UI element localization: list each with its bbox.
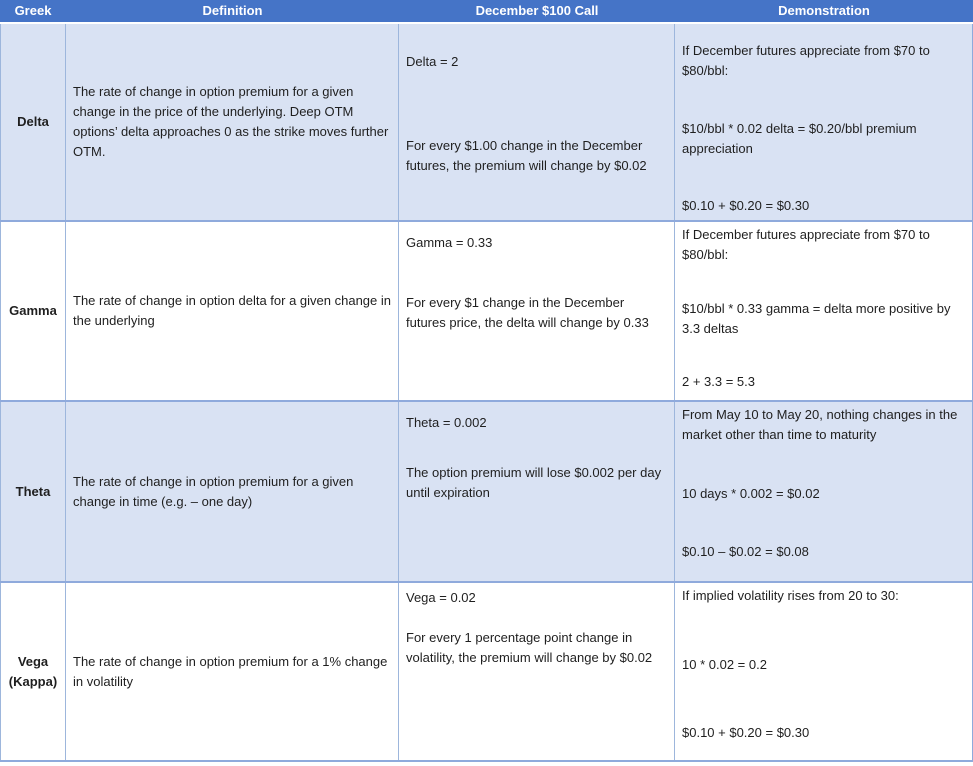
demo-scenario: If December futures appreciate from $70 … — [682, 43, 930, 78]
definition-cell: The rate of change in option premium for… — [66, 402, 399, 581]
demonstration-cell: From May 10 to May 20, nothing changes i… — [675, 402, 973, 581]
call-explanation: For every $1.00 change in the December f… — [406, 138, 647, 173]
demonstration-cell: If December futures appreciate from $70 … — [675, 24, 973, 220]
definition-cell: The rate of change in option delta for a… — [66, 222, 399, 400]
table-header-row: Greek Definition December $100 Call Demo… — [0, 0, 973, 24]
demo-scenario: From May 10 to May 20, nothing changes i… — [682, 407, 958, 442]
call-explanation: The option premium will lose $0.002 per … — [406, 465, 662, 500]
demo-calculation: 10 * 0.02 = 0.2 — [682, 656, 767, 672]
demo-result: $0.10 – $0.02 = $0.08 — [682, 544, 809, 559]
demo-calculation: $10/bbl * 0.33 gamma = delta more positi… — [682, 300, 951, 336]
table-row-delta: Delta The rate of change in option premi… — [0, 24, 973, 222]
greek-name: Delta — [0, 24, 66, 220]
header-definition: Definition — [202, 3, 263, 18]
call-cell: Delta = 2 For every $1.00 change in the … — [399, 24, 675, 220]
call-cell: Gamma = 0.33 For every $1 change in the … — [399, 222, 675, 400]
header-demonstration: Demonstration — [778, 3, 870, 18]
definition-text: The rate of change in option premium for… — [73, 84, 389, 159]
header-greek: Greek — [14, 3, 52, 18]
demonstration-cell: If December futures appreciate from $70 … — [675, 222, 973, 400]
demo-result: 2 + 3.3 = 5.3 — [682, 374, 756, 389]
definition-cell: The rate of change in option premium for… — [66, 24, 399, 220]
call-value: Delta = 2 — [406, 54, 459, 69]
table-row-theta: Theta The rate of change in option premi… — [0, 402, 973, 583]
header-december-100-call: December $100 Call — [475, 3, 599, 18]
call-value: Theta = 0.002 — [406, 415, 487, 430]
table-row-vega: Vega (Kappa) The rate of change in optio… — [0, 583, 973, 762]
demonstration-cell: If implied volatility rises from 20 to 3… — [675, 583, 973, 760]
demo-calculation: $10/bbl * 0.02 delta = $0.20/bbl premium… — [682, 120, 917, 156]
demo-calculation: 10 days * 0.002 = $0.02 — [682, 485, 820, 501]
demo-scenario: If December futures appreciate from $70 … — [682, 227, 930, 262]
greek-name: Gamma — [0, 222, 66, 400]
definition-text: The rate of change in option premium for… — [73, 473, 354, 509]
table-row-gamma: Gamma The rate of change in option delta… — [0, 222, 973, 402]
call-explanation: For every 1 percentage point change in v… — [406, 630, 653, 665]
definition-text: The rate of change in option premium for… — [73, 653, 388, 689]
definition-cell: The rate of change in option premium for… — [66, 583, 399, 760]
call-cell: Theta = 0.002 The option premium will lo… — [399, 402, 675, 581]
demo-result: $0.10 + $0.20 = $0.30 — [682, 198, 810, 213]
call-value: Gamma = 0.33 — [406, 235, 493, 250]
call-value: Vega = 0.02 — [406, 590, 476, 605]
greek-name: Vega (Kappa) — [0, 583, 66, 760]
greek-name: Theta — [0, 402, 66, 581]
demo-scenario: If implied volatility rises from 20 to 3… — [682, 588, 899, 603]
call-cell: Vega = 0.02 For every 1 percentage point… — [399, 583, 675, 760]
call-explanation: For every $1 change in the December futu… — [406, 295, 649, 330]
definition-text: The rate of change in option delta for a… — [73, 293, 391, 328]
demo-result: $0.10 + $0.20 = $0.30 — [682, 725, 810, 740]
